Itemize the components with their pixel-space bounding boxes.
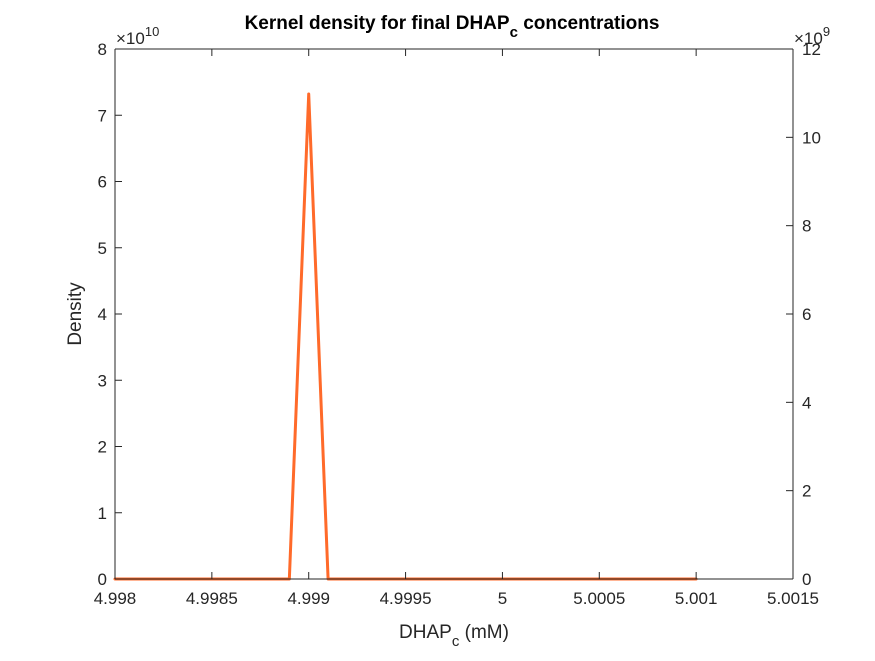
x-tick-label: 5.001 [675, 589, 718, 608]
x-axis-label-tail: (mM) [459, 622, 509, 643]
right-multiplier-base: ×10 [794, 29, 823, 48]
right-tick-labels: 0 2 4 6 8 10 12 [802, 40, 821, 589]
right-tick-label: 4 [802, 393, 811, 412]
chart-title-tail: concentrations [518, 13, 659, 34]
right-tick-label: 6 [802, 305, 811, 324]
left-tick-label: 1 [98, 504, 107, 523]
left-tick-labels: 0 1 2 3 4 5 6 7 8 [98, 40, 107, 589]
right-tick-label: 2 [802, 482, 811, 501]
x-axis-label-subscript: c [452, 633, 460, 650]
x-tick-label: 5.0015 [767, 589, 819, 608]
right-tick-label: 12 [802, 40, 821, 59]
right-axis-multiplier: ×109 [794, 24, 830, 48]
right-tick-label: 10 [802, 128, 821, 147]
left-tick-label: 2 [98, 438, 107, 457]
x-tick-label: 4.9995 [380, 589, 432, 608]
left-tick-label: 5 [98, 239, 107, 258]
left-multiplier-exponent: 10 [145, 24, 159, 39]
x-axis-label-main: DHAP [399, 622, 452, 643]
x-axis-label: DHAPc (mM) [399, 622, 509, 650]
x-tick-label: 5.0005 [573, 589, 625, 608]
left-tick-label: 4 [98, 305, 107, 324]
x-tick-label: 5 [498, 589, 507, 608]
left-axis-multiplier: ×1010 [116, 24, 159, 48]
x-tick-label: 4.998 [94, 589, 137, 608]
chart-title: Kernel density for final DHAPc concentra… [245, 13, 660, 41]
left-tick-label: 6 [98, 173, 107, 192]
right-multiplier-exponent: 9 [823, 24, 830, 39]
x-tick-labels: 4.998 4.9985 4.999 4.9995 5 5.0005 5.001 5.0015 [94, 589, 819, 608]
y-axis-label: Density [65, 282, 86, 346]
left-tick-label: 0 [98, 570, 107, 589]
left-tick-label: 3 [98, 371, 107, 390]
x-tick-label: 4.9985 [186, 589, 238, 608]
chart-title-main: Kernel density for final DHAP [245, 13, 510, 34]
left-tick-label: 7 [98, 106, 107, 125]
plot-area [115, 49, 793, 579]
right-tick-label: 8 [802, 217, 811, 236]
left-tick-label: 8 [98, 40, 107, 59]
axes-layer [114, 48, 794, 580]
left-multiplier-base: ×10 [116, 29, 145, 48]
right-tick-label: 0 [802, 570, 811, 589]
x-tick-label: 4.999 [287, 589, 330, 608]
chart-title-subscript: c [510, 24, 518, 41]
